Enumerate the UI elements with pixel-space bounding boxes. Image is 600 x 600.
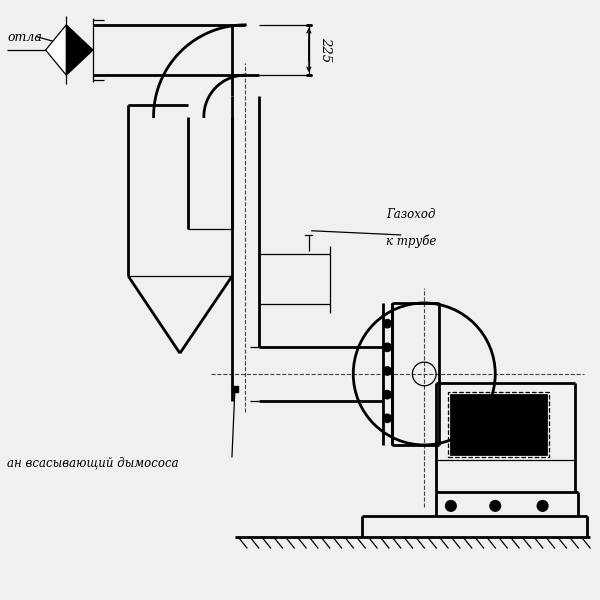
Text: к трубе: к трубе	[386, 235, 436, 248]
FancyBboxPatch shape	[451, 395, 545, 454]
Circle shape	[383, 367, 391, 375]
Polygon shape	[66, 25, 93, 75]
Circle shape	[490, 500, 500, 511]
Polygon shape	[46, 25, 66, 75]
Circle shape	[383, 414, 391, 422]
Circle shape	[383, 391, 391, 399]
Circle shape	[537, 500, 548, 511]
Text: Газоход: Газоход	[386, 208, 435, 221]
Circle shape	[383, 343, 391, 352]
Circle shape	[446, 500, 456, 511]
Text: ан всасывающий дымососа: ан всасывающий дымососа	[7, 457, 179, 470]
Circle shape	[383, 320, 391, 328]
Text: 225: 225	[319, 37, 332, 62]
Text: отла: отла	[7, 31, 42, 44]
